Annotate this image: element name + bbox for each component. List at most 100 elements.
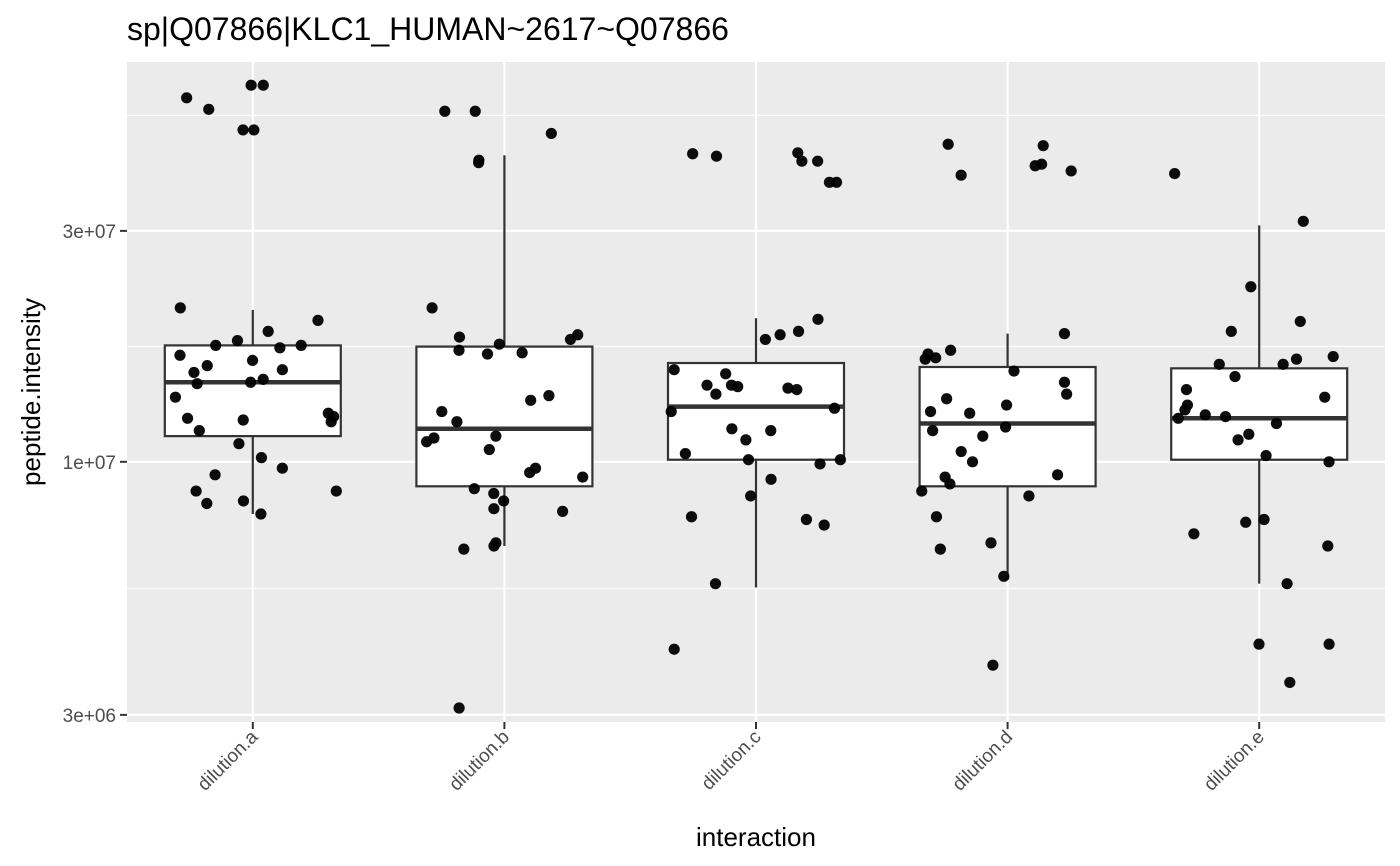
data-point <box>668 643 680 655</box>
data-point <box>930 511 943 523</box>
data-point <box>916 485 928 497</box>
data-point <box>469 105 481 117</box>
data-point <box>999 421 1012 433</box>
data-point <box>679 447 691 460</box>
data-point <box>1000 399 1013 411</box>
data-point <box>1199 409 1211 421</box>
data-point <box>1058 376 1071 388</box>
data-point <box>524 466 536 479</box>
data-point <box>255 452 268 464</box>
data-point <box>1284 676 1296 689</box>
data-point <box>295 339 307 351</box>
data-point <box>1277 358 1289 370</box>
data-point <box>710 150 723 162</box>
data-point <box>231 335 244 347</box>
data-point <box>1037 140 1049 152</box>
data-point <box>191 378 203 390</box>
data-point <box>1172 412 1184 424</box>
y-tick-label: 3e+07 <box>63 222 116 243</box>
data-point <box>1061 388 1073 400</box>
data-point <box>257 79 269 91</box>
box-iqr <box>415 345 594 488</box>
data-point <box>1322 540 1334 552</box>
data-point <box>818 519 830 531</box>
data-point <box>720 368 732 380</box>
data-point <box>1232 434 1244 446</box>
data-point <box>543 390 555 402</box>
data-point <box>1253 638 1265 650</box>
data-point <box>525 394 537 406</box>
data-point <box>966 456 979 468</box>
data-point <box>458 543 470 555</box>
data-point <box>919 353 931 365</box>
data-point <box>453 344 465 356</box>
data-point <box>823 176 836 188</box>
box-dilution.c <box>666 318 846 588</box>
data-point <box>665 405 677 418</box>
data-point <box>934 543 946 555</box>
data-point <box>812 313 824 325</box>
data-point <box>765 473 777 485</box>
data-point <box>201 360 213 372</box>
data-point <box>439 105 451 117</box>
data-point <box>577 471 589 483</box>
data-point <box>246 354 259 367</box>
data-point <box>745 490 757 502</box>
data-point <box>701 379 713 391</box>
data-point <box>726 423 738 435</box>
data-point <box>930 352 942 364</box>
data-point <box>1297 215 1309 227</box>
data-point <box>248 124 260 136</box>
data-point <box>203 103 215 115</box>
data-point <box>942 138 954 150</box>
data-point <box>426 302 438 314</box>
data-point <box>481 348 494 360</box>
data-point <box>174 349 186 361</box>
data-point <box>233 438 245 450</box>
data-point <box>276 364 288 376</box>
data-point <box>1323 456 1335 468</box>
data-point <box>488 503 500 515</box>
data-point <box>941 393 953 405</box>
data-point <box>1225 325 1237 337</box>
data-point <box>169 391 182 403</box>
data-point <box>1290 353 1303 365</box>
data-point <box>209 469 221 481</box>
box-iqr <box>666 361 846 461</box>
data-point <box>710 388 722 400</box>
data-point <box>1327 350 1339 363</box>
data-point <box>488 487 500 500</box>
data-point <box>1179 404 1191 416</box>
data-point <box>257 373 269 386</box>
data-point <box>792 147 804 159</box>
data-point <box>453 702 465 714</box>
data-point <box>1169 167 1181 180</box>
data-point <box>1180 383 1193 396</box>
data-point <box>1245 281 1257 293</box>
y-axis: 3e+06 1e+07 3e+07 <box>63 222 127 727</box>
data-point <box>330 485 342 497</box>
data-points <box>169 79 1339 714</box>
data-point <box>262 325 274 337</box>
data-point <box>488 540 500 552</box>
data-point <box>774 329 786 341</box>
data-point <box>814 458 826 470</box>
data-point <box>483 443 495 456</box>
data-point <box>1188 528 1200 540</box>
data-point <box>468 483 480 495</box>
data-point <box>255 508 267 520</box>
data-point <box>516 347 528 359</box>
data-point <box>796 155 808 167</box>
data-point <box>685 511 698 523</box>
data-point <box>782 382 794 394</box>
data-point <box>828 402 841 414</box>
data-point <box>274 342 286 354</box>
data-point <box>800 513 813 526</box>
data-point <box>190 485 202 497</box>
box-dilution.b <box>415 155 594 546</box>
data-point <box>237 414 249 426</box>
data-point <box>1323 638 1335 650</box>
data-point <box>201 497 213 510</box>
data-point <box>325 416 337 428</box>
x-axis-title: interaction <box>696 822 816 852</box>
